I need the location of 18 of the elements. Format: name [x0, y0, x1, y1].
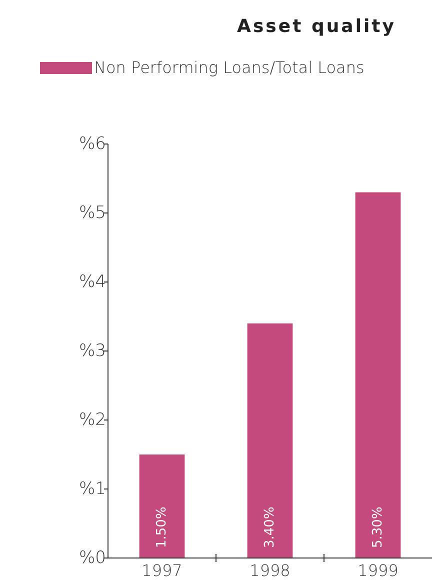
bar	[355, 192, 401, 558]
bar	[247, 323, 293, 558]
y-tick-label: %6	[79, 134, 106, 154]
y-tick-label: %2	[79, 410, 106, 430]
data-label: 5.30%	[370, 506, 386, 548]
bar	[139, 454, 185, 558]
y-tick-label: %0	[79, 548, 106, 568]
data-label: 3.40%	[262, 506, 278, 548]
legend-label: Non Performing Loans/Total Loans	[94, 58, 364, 77]
y-tick-label: %3	[79, 341, 106, 361]
y-tick-label: %1	[79, 479, 106, 499]
x-tick-label: 1997	[142, 561, 182, 580]
x-tick-label: 1999	[358, 561, 398, 580]
y-tick-label: %5	[79, 203, 106, 223]
data-label: 1.50%	[154, 506, 170, 548]
chart-title: Asset quality	[237, 16, 396, 37]
y-tick-label: %4	[79, 272, 106, 292]
x-tick-label: 1998	[250, 561, 290, 580]
